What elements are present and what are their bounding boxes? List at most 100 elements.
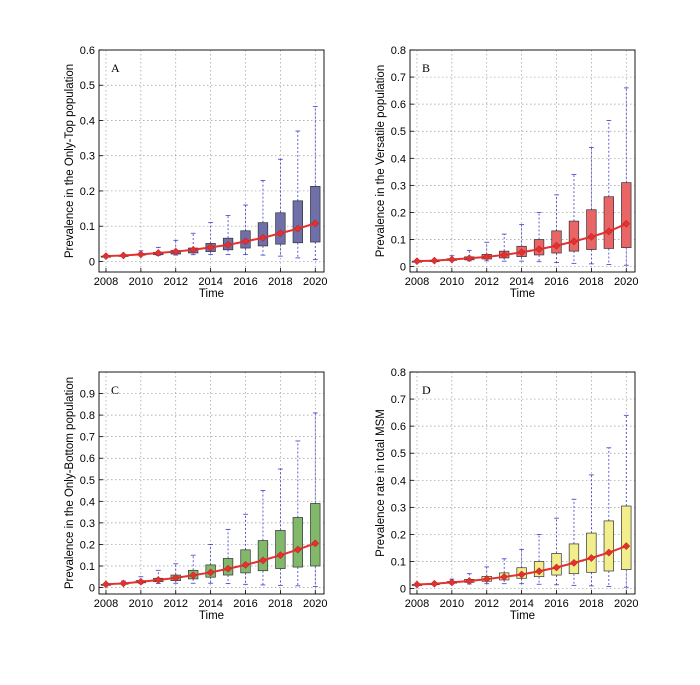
tick-label-x: 2020 [303,276,327,288]
tick-label-y: 0.2 [80,539,95,551]
tick-label-y: 0.1 [80,561,95,573]
tick-label-x: 2020 [303,598,327,610]
tick-label-x: 2010 [440,598,464,610]
median-marker-2008 [102,580,110,589]
median-marker-2011 [465,577,474,585]
median-marker-2020 [311,539,320,548]
median-marker-2017 [258,233,267,242]
panel-label: D [422,383,431,397]
median-marker-2018 [587,232,596,241]
box-2018 [275,212,286,245]
tick-label-y: 0.2 [391,529,406,541]
tick-label-y: 0.1 [391,235,406,247]
tick-label-y: 0.1 [80,221,95,233]
median-marker-2009 [119,251,128,260]
median-marker-2012 [482,252,491,261]
tick-label-x: 2008 [94,276,118,288]
tick-label-x: 2018 [268,598,292,610]
tick-label-x: 2008 [405,598,429,610]
tick-label-y: 0.1 [391,557,406,569]
median-marker-2012 [482,575,491,584]
median-marker-2017 [258,556,267,565]
tick-label-y: 0.5 [80,475,95,487]
tick-label-y: 0.6 [80,45,95,57]
box-2017 [568,220,580,252]
tick-label-x: 2010 [440,276,464,288]
tick-label-x: 2012 [475,598,499,610]
median-marker-2009 [430,256,439,265]
median-marker-2008 [413,257,421,266]
tick-label-x: 2010 [129,276,153,288]
y-axis-label: Prevalence in the Versatile population [375,65,387,257]
median-marker-2019 [604,548,613,557]
median-marker-2015 [224,240,233,249]
median-marker-2016 [552,563,561,572]
panel-label: C [111,383,119,397]
x-axis-label: Time [510,288,535,300]
tick-label-x: 2012 [164,276,188,288]
tick-label-y: 0.6 [80,453,95,465]
median-marker-2018 [276,551,285,560]
median-marker-2019 [293,545,302,554]
tick-label-y: 0.2 [80,186,95,198]
axes-frame [409,49,636,273]
tick-label-y: 0.5 [391,448,406,460]
median-marker-2010 [447,255,456,264]
box-2019 [603,196,614,249]
tick-label-x: 2020 [614,276,638,288]
tick-label-x: 2010 [129,598,153,610]
tick-label-x: 2014 [509,276,533,288]
panel-label: A [111,61,120,75]
tick-label-y: 0 [89,256,95,268]
tick-label-y: 0.3 [80,518,95,530]
chart-panel-d: 2008 2010 2012 2014 2016 2018 2020 0 0.1 0.2 0.3 0.… [375,367,639,622]
tick-label-y: 0.3 [391,180,406,192]
median-marker-2010 [136,250,145,259]
median-marker-2013 [189,571,198,580]
median-marker-2020 [311,219,320,228]
tick-label-x: 2014 [198,598,222,610]
box-2019 [292,517,303,568]
median-marker-2008 [413,580,421,589]
box-2020 [310,503,321,567]
x-axis-label: Time [199,288,224,300]
axes-frame [98,371,325,595]
chart-panel-c: 2008 2010 2012 2014 2016 2018 2020 0 0.1 0.2 0.3 0.… [64,371,328,622]
median-marker-2009 [119,579,128,588]
y-axis-label: Prevalence rate in total MSM [375,409,387,557]
x-axis-label: Time [199,610,224,622]
median-marker-2016 [241,237,250,246]
median-marker-2013 [500,250,509,259]
box-2020 [621,505,632,570]
tick-label-x: 2016 [544,276,568,288]
tick-label-y: 0.4 [391,153,406,165]
median-marker-2017 [569,558,578,567]
tick-label-y: 0.8 [80,410,95,422]
y-axis-label: Prevalence in the Only-Bottom population [64,377,76,589]
tick-label-y: 0.7 [391,394,406,406]
box-2018 [586,209,597,250]
tick-label-y: 0.8 [391,45,406,57]
median-marker-2014 [206,568,215,577]
median-marker-2015 [535,567,544,576]
tick-label-x: 2014 [509,598,533,610]
tick-label-x: 2008 [405,276,429,288]
median-marker-2017 [569,237,578,246]
tick-label-x: 2012 [475,276,499,288]
median-marker-2010 [447,578,456,587]
box-2017 [257,540,269,572]
panel-label: B [422,61,430,75]
median-marker-2013 [189,245,198,254]
tick-label-x: 2016 [233,276,257,288]
box-2020 [310,186,321,243]
median-marker-2015 [224,564,233,573]
chart-panel-b: 2008 2010 2012 2014 2016 2018 2020 0 0.1 0.2 0.3 0.… [375,45,639,300]
tick-label-x: 2016 [233,598,257,610]
median-marker-2015 [535,245,544,254]
tick-label-x: 2008 [94,598,118,610]
tick-label-y: 0 [400,584,406,596]
median-marker-2011 [465,254,474,263]
tick-label-y: 0.2 [391,207,406,219]
median-marker-2010 [136,577,145,586]
